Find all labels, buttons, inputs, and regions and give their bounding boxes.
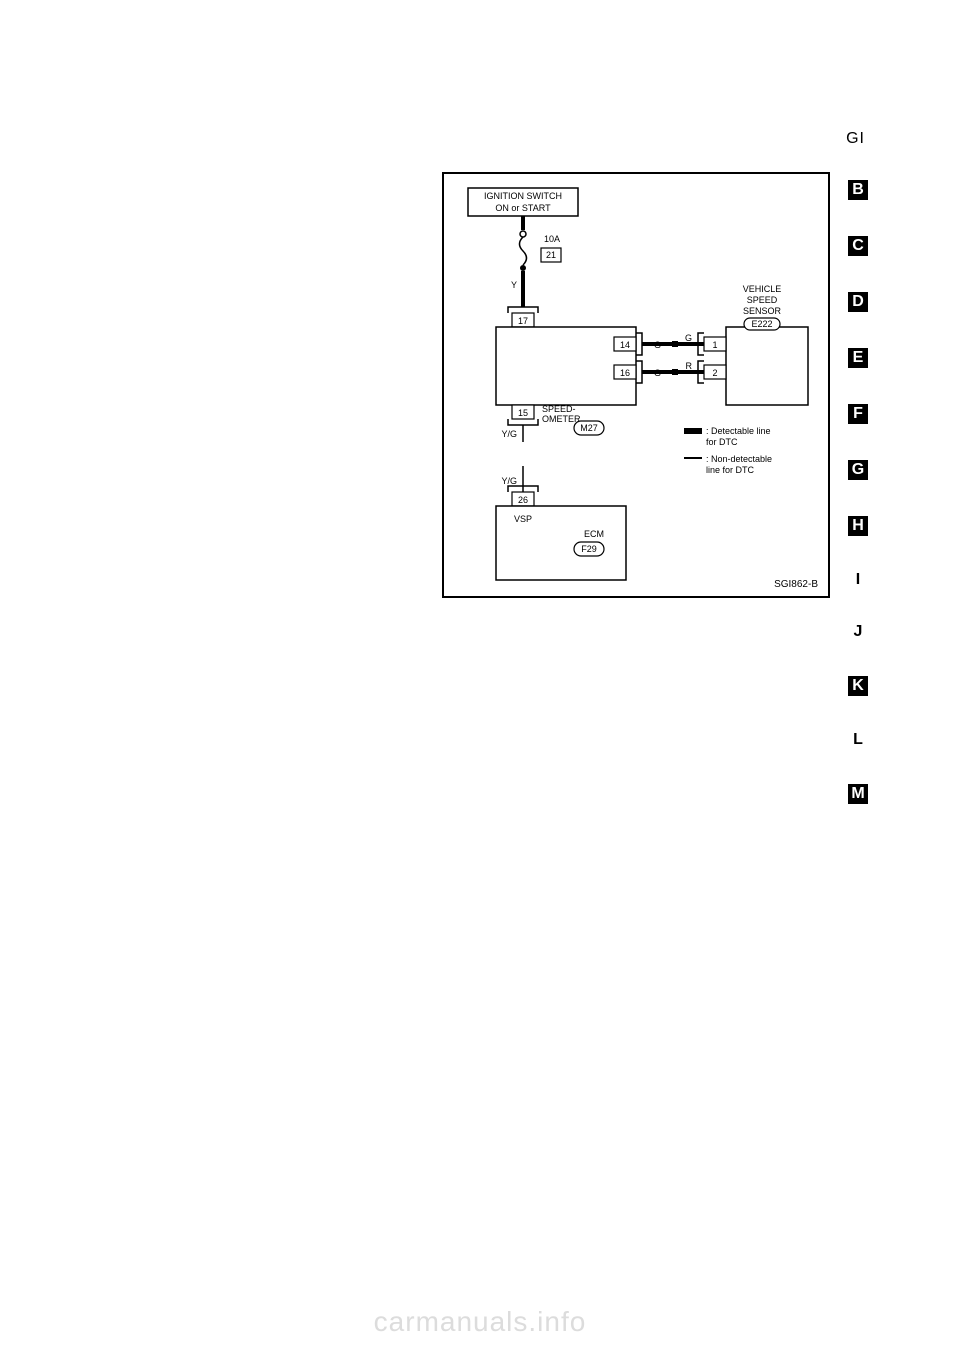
svg-text:OMETER: OMETER <box>542 414 581 424</box>
side-tab-m: M <box>848 784 868 804</box>
svg-text:SPEED-: SPEED- <box>542 404 576 414</box>
side-tab-b: B <box>848 180 868 200</box>
svg-text:M27: M27 <box>580 423 598 433</box>
page-label: GI <box>846 130 865 148</box>
svg-text:14: 14 <box>620 340 630 350</box>
side-tab-e: E <box>848 348 868 368</box>
side-tab-k: K <box>848 676 868 696</box>
svg-text:: Non-detectable: : Non-detectable <box>706 454 772 464</box>
svg-text:1: 1 <box>712 340 717 350</box>
diagram-reference: SGI862-B <box>774 579 818 590</box>
side-tab-i: I <box>848 572 868 588</box>
svg-text:line for DTC: line for DTC <box>706 465 755 475</box>
side-tab-d: D <box>848 292 868 312</box>
side-tab-l: L <box>848 732 868 748</box>
svg-text:ON or START: ON or START <box>495 203 551 213</box>
side-tab-j: J <box>848 624 868 640</box>
svg-text:for DTC: for DTC <box>706 437 738 447</box>
svg-text:E222: E222 <box>751 319 772 329</box>
svg-text:17: 17 <box>518 316 528 326</box>
side-tab-g: G <box>848 460 868 480</box>
wiring-diagram: IGNITION SWITCH ON or START 10A 21 Y 17 <box>442 172 830 598</box>
svg-text:15: 15 <box>518 408 528 418</box>
svg-text:SPEED: SPEED <box>747 295 778 305</box>
svg-text:G: G <box>685 333 692 343</box>
svg-text:Y/G: Y/G <box>501 429 517 439</box>
svg-text:ECM: ECM <box>584 529 604 539</box>
watermark: carmanuals.info <box>0 1306 960 1338</box>
diagram-svg: IGNITION SWITCH ON or START 10A 21 Y 17 <box>444 174 832 600</box>
fuse-amp: 10A <box>544 234 560 244</box>
svg-text:Y/G: Y/G <box>501 476 517 486</box>
svg-text:VSP: VSP <box>514 514 532 524</box>
svg-text:VEHICLE: VEHICLE <box>743 284 782 294</box>
svg-text:F29: F29 <box>581 544 597 554</box>
svg-text:SENSOR: SENSOR <box>743 306 782 316</box>
side-tabs: B C D E F G H I J K L M <box>848 180 868 804</box>
side-tab-h: H <box>848 516 868 536</box>
side-tab-f: F <box>848 404 868 424</box>
svg-text:: Detectable line: : Detectable line <box>706 426 771 436</box>
svg-text:21: 21 <box>546 250 556 260</box>
svg-text:2: 2 <box>712 368 717 378</box>
svg-text:R: R <box>686 361 693 371</box>
svg-text:Y: Y <box>511 280 517 290</box>
svg-text:IGNITION SWITCH: IGNITION SWITCH <box>484 191 562 201</box>
svg-text:26: 26 <box>518 495 528 505</box>
svg-text:16: 16 <box>620 368 630 378</box>
side-tab-c: C <box>848 236 868 256</box>
